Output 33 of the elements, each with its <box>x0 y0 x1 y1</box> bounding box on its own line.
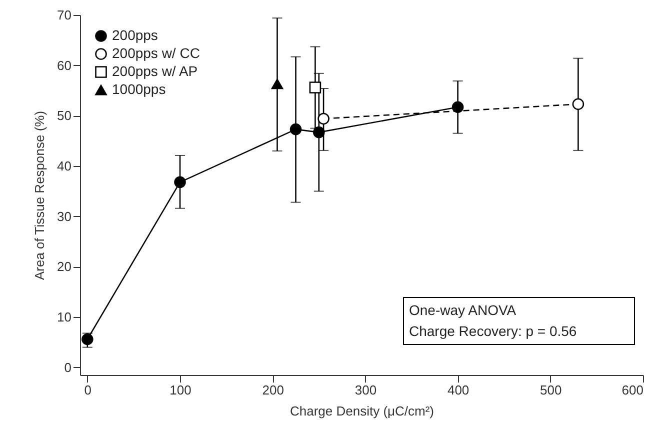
y-tick-label: 20 <box>57 259 72 274</box>
point <box>82 333 94 346</box>
legend-label: 200pps w/ CC <box>112 45 200 61</box>
x-axis-title: Charge Density (μC/cm²) <box>290 404 434 418</box>
y-tick-label: 60 <box>57 58 72 73</box>
point <box>309 82 322 94</box>
point <box>313 126 325 138</box>
annotation: One-way ANOVA <box>409 301 518 320</box>
x-tick-label: 200 <box>262 382 284 398</box>
y-tick-label: 30 <box>57 208 72 224</box>
point <box>452 101 464 114</box>
x-tick-label: 300 <box>354 382 377 398</box>
y-tick-label: 0 <box>64 360 72 375</box>
point <box>271 78 284 90</box>
point <box>290 123 302 136</box>
y-tick-label: 50 <box>57 108 72 124</box>
legend-label: 1000pps <box>112 81 166 97</box>
y-axis-title: Area of Tissue Response (%) <box>32 110 48 280</box>
x-tick-label: 600 <box>622 382 644 398</box>
annotation: Charge Recovery: p = 0.56 <box>409 322 578 341</box>
legend-label: 200pps w/ AP <box>112 63 198 79</box>
point <box>174 176 186 188</box>
y-tick-label: 10 <box>57 310 72 325</box>
legend-label: 200pps <box>112 27 158 43</box>
x-tick-label: 100 <box>170 382 192 398</box>
y-tick-label: 70 <box>57 8 72 22</box>
point <box>318 112 330 125</box>
point <box>572 98 584 110</box>
x-tick-label: 400 <box>447 382 470 398</box>
x-tick-label: 0 <box>84 382 92 398</box>
x-tick-label: 500 <box>540 382 562 398</box>
note-box: One-way ANOVA Charge Recovery: p = 0.56 <box>403 297 635 345</box>
y-tick-label: 40 <box>57 158 72 174</box>
